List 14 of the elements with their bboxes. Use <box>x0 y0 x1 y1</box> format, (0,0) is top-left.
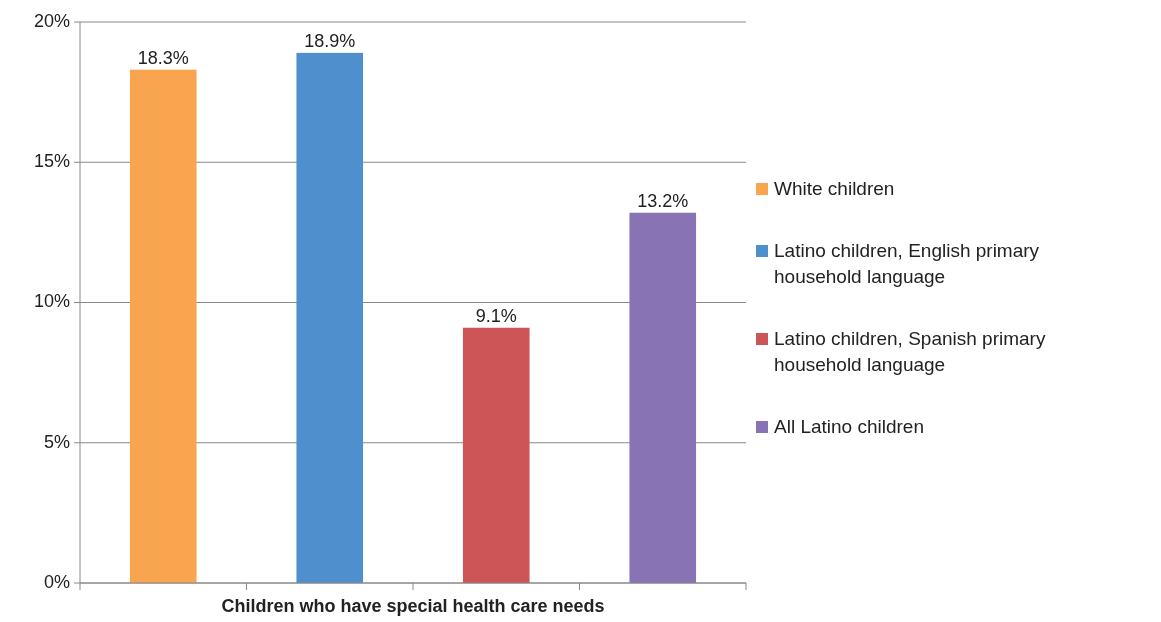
text: 13.2% <box>637 190 689 211</box>
y-tick-label: 15% <box>33 151 70 171</box>
y-tick-label: 0% <box>43 571 70 592</box>
text: 9.1% <box>475 305 517 326</box>
x-axis-title: Children who have special health care needs <box>221 596 605 616</box>
text: 18.3% <box>137 47 189 68</box>
legend-label: White children <box>774 178 895 200</box>
legend-label: All Latino children <box>774 416 924 438</box>
legend-label: Latino children, English primary household language <box>774 240 1040 288</box>
text: 18.9% <box>304 30 356 51</box>
y-tick-label: 10% <box>33 291 70 312</box>
legend-label: Latino children, Spanish primary household language <box>774 328 1046 376</box>
y-tick-label: 20% <box>33 10 70 31</box>
y-tick-label: 5% <box>43 431 70 452</box>
